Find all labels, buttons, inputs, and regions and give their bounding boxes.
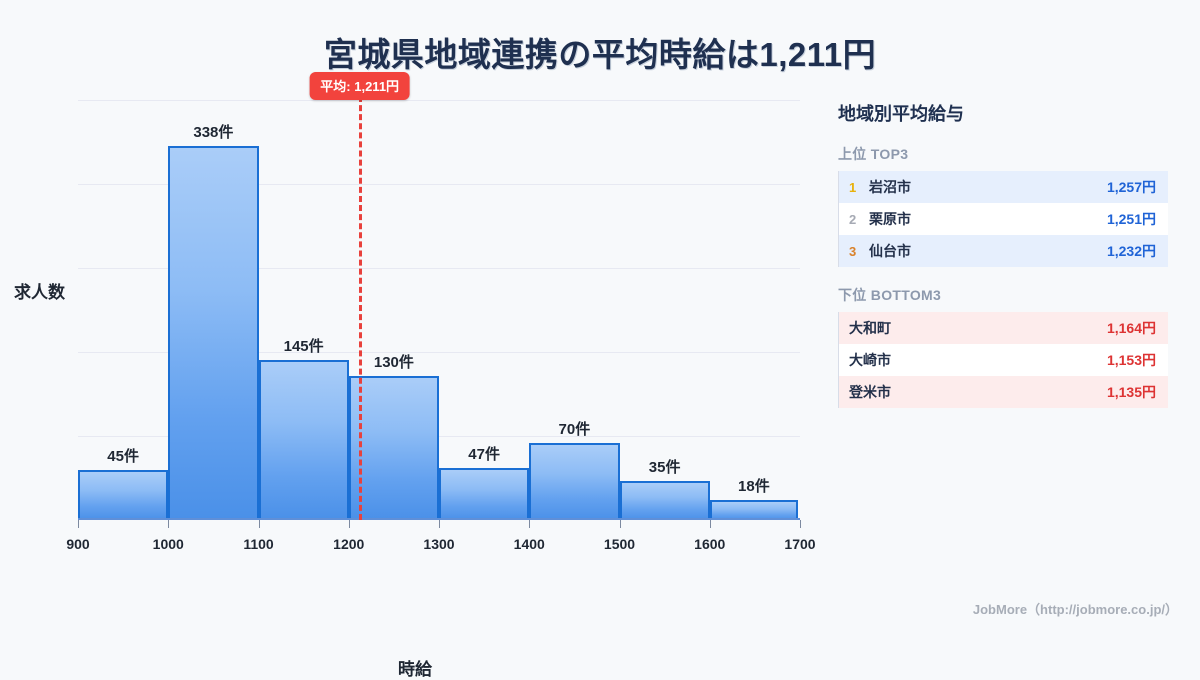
footer-credit: JobMore（http://jobmore.co.jp/）: [972, 602, 1178, 617]
x-axis-tick-label: 1400: [513, 536, 545, 552]
top3-heading: 上位 TOP3: [838, 146, 909, 162]
region-name: 仙台市: [869, 243, 911, 259]
x-axis-tick: [529, 520, 531, 528]
bar-value-label: 338件: [193, 124, 234, 142]
bar-value-label: 70件: [558, 420, 591, 438]
histogram-bar[interactable]: [439, 468, 530, 520]
x-axis-tick-label: 1300: [423, 536, 455, 552]
top3-row[interactable]: 3 仙台市 1,232円: [839, 235, 1168, 267]
x-axis-tick: [800, 520, 801, 528]
top3-list: 1 岩沼市 1,257円 2 栗原市 1,251円 3 仙台市 1,232円: [838, 171, 1168, 267]
regional-average-panel: 地域別平均給与 上位 TOP3 1 岩沼市 1,257円 2 栗原市 1,251円 3 仙台市…: [838, 100, 1168, 426]
region-name: 大和町: [849, 320, 891, 336]
top3-row[interactable]: 2 栗原市 1,251円: [839, 203, 1168, 235]
region-wage-value: 1,257円: [1106, 179, 1156, 195]
page-title: 宮城県地域連携の平均時給は1,211円: [323, 36, 877, 73]
region-name: 岩沼市: [869, 179, 911, 195]
x-axis-tick: [78, 520, 79, 528]
x-axis-tick: [348, 520, 350, 528]
plot-area: 45件 338件 145件 130件 47件 70件 35件 18件 900 1000 1100 12…: [66, 72, 816, 552]
histogram-bar[interactable]: [258, 359, 349, 520]
x-axis-baseline: [78, 518, 800, 520]
x-axis-title: 時給: [398, 660, 432, 679]
gridline: [78, 436, 800, 437]
bottom3-row[interactable]: 登米市 1,135円: [839, 376, 1168, 408]
x-axis-tick-label: 1000: [152, 536, 184, 552]
bottom3-row[interactable]: 大崎市 1,153円: [839, 344, 1168, 376]
y-axis-title: 求人数: [14, 283, 65, 302]
histogram-bar[interactable]: [619, 481, 710, 520]
region-name: 登米市: [849, 384, 891, 400]
bar-value-label: 130件: [373, 354, 414, 372]
rank-number: 1: [849, 179, 857, 195]
x-axis-tick: [439, 520, 440, 528]
average-line: [358, 96, 362, 520]
histogram-bar[interactable]: [78, 470, 169, 520]
bar-value-label: 35件: [648, 459, 681, 477]
region-wage-value: 1,153円: [1106, 352, 1156, 368]
rank-number: 3: [849, 243, 857, 259]
bar-value-label: 45件: [107, 448, 139, 466]
histogram-bar[interactable]: [529, 442, 620, 520]
region-name: 大崎市: [849, 352, 891, 368]
histogram-bar[interactable]: [168, 146, 259, 520]
x-axis-tick: [168, 520, 170, 528]
gridline: [78, 100, 800, 101]
bottom3-row[interactable]: 大和町 1,164円: [839, 312, 1168, 344]
gridline: [78, 352, 800, 353]
region-name: 栗原市: [869, 211, 911, 227]
x-axis-tick-label: 900: [66, 536, 90, 552]
x-axis-tick-label: 1500: [603, 536, 636, 552]
x-axis-tick-label: 1100: [243, 536, 274, 552]
x-axis-tick: [709, 520, 711, 528]
top3-row[interactable]: 1 岩沼市 1,257円: [839, 171, 1168, 203]
average-badge: 平均: 1,211円: [309, 72, 411, 100]
region-wage-value: 1,135円: [1106, 384, 1156, 400]
bar-value-label: 18件: [738, 478, 770, 496]
x-axis-tick-label: 1600: [694, 536, 726, 552]
region-wage-value: 1,164円: [1106, 320, 1156, 336]
bar-value-label: 145件: [283, 337, 324, 355]
bottom3-list: 大和町 1,164円大崎市 1,153円登米市 1,135円: [838, 312, 1168, 408]
gridline: [78, 184, 800, 185]
rank-number: 2: [849, 211, 857, 227]
gridline: [78, 268, 800, 269]
region-wage-value: 1,232円: [1106, 243, 1156, 259]
histogram-bar[interactable]: [348, 376, 439, 520]
bar-value-label: 47件: [468, 446, 500, 464]
x-axis-tick-label: 1700: [784, 536, 816, 552]
x-axis-tick-label: 1200: [333, 536, 365, 552]
region-wage-value: 1,251円: [1106, 211, 1156, 227]
histogram-bar[interactable]: [709, 500, 798, 520]
bottom3-heading: 下位 BOTTOM3: [838, 287, 942, 303]
x-axis-tick: [619, 520, 621, 528]
histogram-chart: 求人数 45件 338件 145件 130件 47件 70件 35件 18件 900 1000 11…: [0, 72, 830, 679]
panel-title: 地域別平均給与: [838, 104, 964, 124]
x-axis-tick: [258, 520, 260, 528]
